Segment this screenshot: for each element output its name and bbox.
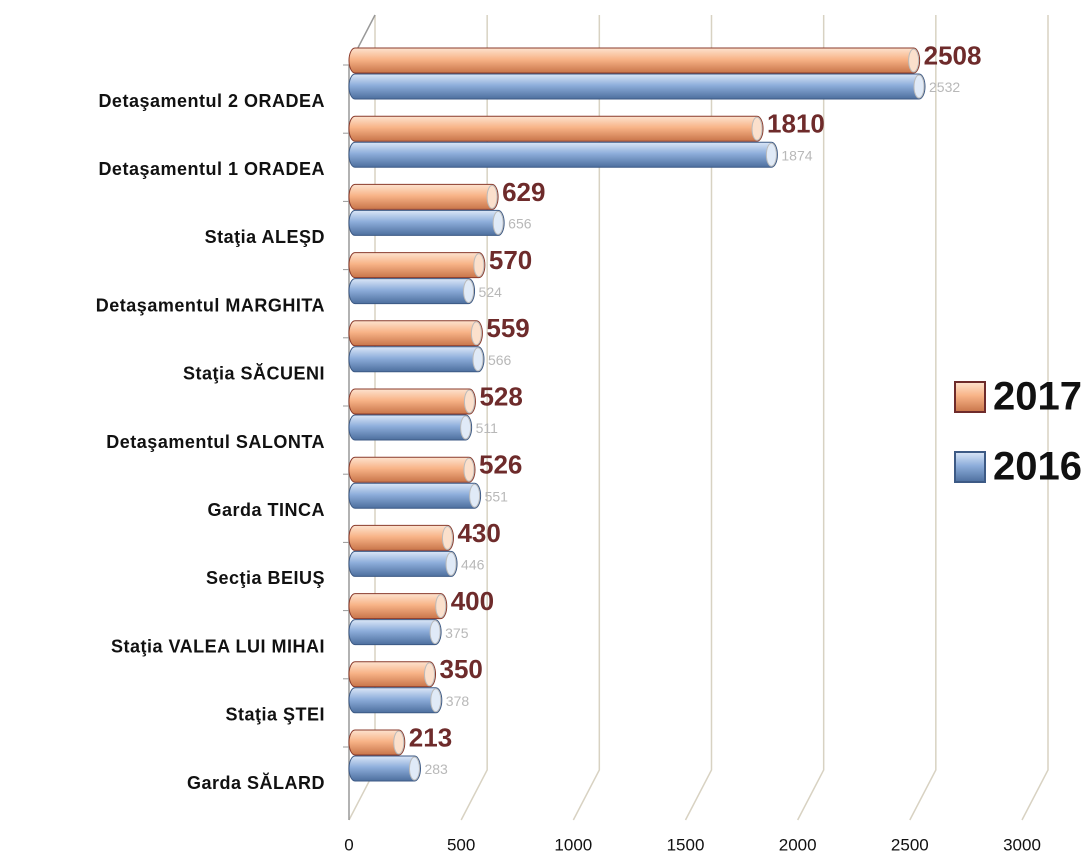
bar [348,593,448,620]
bar [348,456,476,483]
bar [348,320,483,347]
bar [348,47,921,74]
bar-cap [913,74,925,99]
x-tick-label: 3000 [1003,835,1041,854]
bar-cap [765,142,777,167]
bar-cap [751,116,763,141]
legend-swatch [954,381,986,413]
bar [348,252,486,279]
data-label: 1874 [781,147,812,163]
data-label: 526 [479,450,522,480]
legend-label: 2017 [993,375,1082,419]
grid-line [1021,15,1049,821]
grid-line [460,15,488,821]
bar-cap [492,210,504,235]
data-label: 570 [489,245,532,275]
bar-cap [463,457,475,482]
bar-cap [424,662,436,687]
data-label: 511 [476,420,499,436]
grid-line [909,15,937,821]
legend-swatch [954,451,986,483]
data-label: 2508 [924,40,982,70]
data-label: 528 [479,381,522,411]
x-tick-label: 2000 [779,835,817,854]
bar-cap [435,594,447,619]
category-label: Garda SĂLARD [187,772,325,793]
bar [348,115,764,142]
data-label: 656 [508,216,532,232]
category-label: Garda TINCA [207,500,325,520]
category-label: Staţia SĂCUENI [183,363,325,384]
bar-cap [460,415,472,440]
bar [348,687,443,714]
bar [348,414,473,441]
bar [348,141,778,168]
bar [348,278,476,305]
bar-cap [430,688,442,713]
bar-cap [469,483,481,508]
bar [348,661,437,688]
data-label: 559 [486,313,529,343]
bar [348,619,442,646]
x-tick-label: 1000 [554,835,592,854]
bar-cap [445,551,457,576]
bar-cap [463,279,475,304]
legend-label: 2016 [993,445,1082,489]
bar-cap [463,389,475,414]
bar-cap [472,347,484,372]
data-label: 2532 [929,79,960,95]
grid-line [797,15,825,821]
bar-cap [393,730,405,755]
grid-line [572,15,601,821]
bar-cap [429,620,441,645]
bar [348,524,454,551]
data-label: 446 [461,557,485,573]
bar [348,482,482,509]
category-label: Detaşamentul 2 ORADEA [98,91,325,111]
bar-cap [470,321,482,346]
bar-cap [486,184,498,209]
bar-cap [441,525,453,550]
data-label: 524 [479,284,503,300]
data-label: 430 [457,518,500,548]
bar [348,73,926,100]
category-label: Staţia ALEŞD [205,227,325,247]
data-label: 213 [409,722,452,752]
data-label: 1810 [767,109,825,139]
x-tick-label: 500 [447,835,475,854]
bar-cap [473,253,485,278]
category-label: Secţia BEIUŞ [206,568,325,588]
bar [348,388,476,415]
x-tick-label: 0 [344,835,353,854]
data-label: 350 [440,654,483,684]
bar [348,183,499,210]
category-label: Staţia VALEA LUI MIHAI [111,636,325,656]
bar [348,755,421,782]
data-label: 566 [488,352,512,368]
data-label: 378 [446,693,470,709]
category-label: Detaşamentul SALONTA [106,432,325,452]
bar [348,209,505,236]
category-label: Detaşamentul 1 ORADEA [98,159,325,179]
x-tick-label: 1500 [667,835,705,854]
grid-line [684,15,713,821]
data-label: 551 [485,488,509,504]
data-label: 400 [451,586,494,616]
x-tick-label: 2500 [891,835,929,854]
bar [348,346,485,373]
bar [348,729,406,756]
bar-cap [408,756,420,781]
data-label: 283 [424,761,448,777]
bar [348,550,458,577]
bar-cap [908,48,920,73]
category-label: Staţia ŞTEI [225,705,325,725]
category-label: Detaşamentul MARGHITA [96,295,325,315]
data-label: 629 [502,177,545,207]
data-label: 375 [445,625,469,641]
